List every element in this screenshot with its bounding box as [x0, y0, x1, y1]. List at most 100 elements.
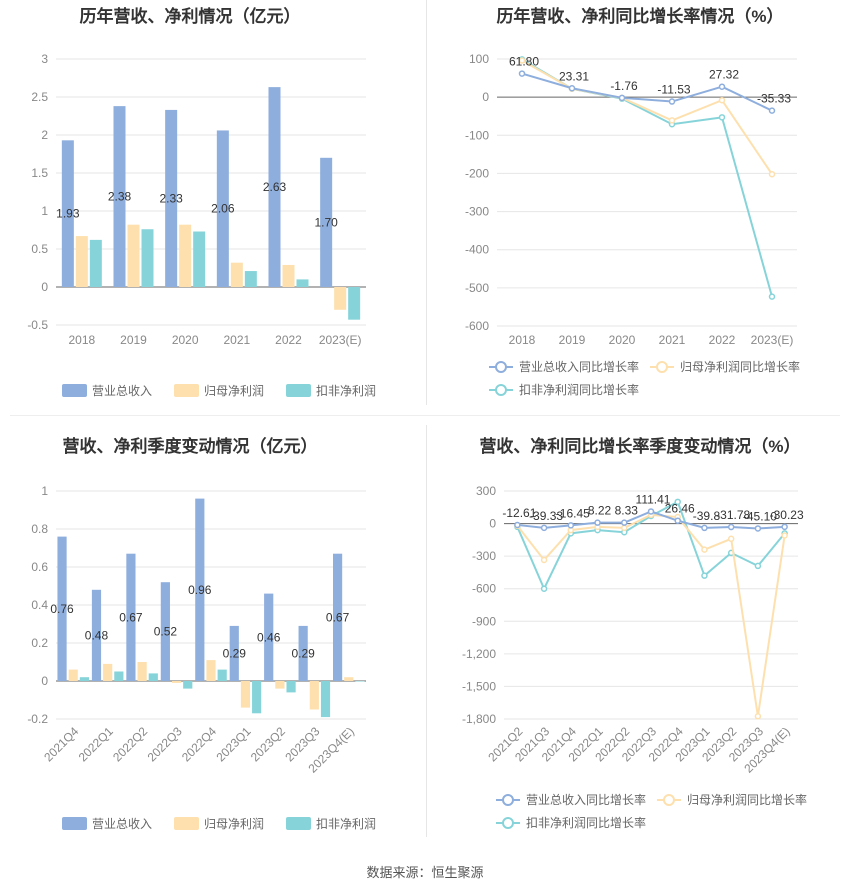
quarterly-bar-bar-2	[103, 663, 113, 681]
annual-bar-bar-3	[348, 287, 361, 320]
annual-line-legend-marker	[656, 361, 668, 373]
quarterly-line-legend-marker	[502, 817, 514, 829]
quarterly-line-data-label: -12.61	[502, 506, 536, 520]
quarterly-line-ytick-label: -300	[472, 549, 496, 563]
quarterly-line-legend-label: 营业总收入同比增长率	[526, 792, 646, 807]
annual-line-legend-label: 扣非净利润同比增长率	[519, 382, 639, 397]
annual-line-ytick-label: -300	[465, 205, 489, 219]
quarterly-line-ytick-label: 0	[489, 517, 496, 531]
quarterly-line-point-1	[540, 524, 548, 532]
annual-bar-xtick-label: 2021	[223, 333, 250, 347]
annual-line-xtick-label: 2022	[709, 333, 736, 347]
annual-line-data-label: -11.53	[657, 83, 690, 97]
quarterly-line-point-1	[621, 519, 628, 526]
annual-bar-bar-2	[334, 287, 347, 310]
quarterly-bar-legend-swatch	[286, 817, 311, 830]
quarterly-bar-data-label: 0.96	[188, 583, 212, 597]
quarterly-bar-legend-swatch	[174, 817, 199, 830]
quarterly-bar-bar-3	[355, 681, 365, 682]
quarterly-bar-bar-3	[79, 677, 89, 681]
quarterly-line-point-1	[727, 523, 735, 531]
quarterly-bar-bar-1	[57, 536, 67, 681]
annual-bar-xtick-label: 2022	[275, 333, 302, 347]
annual-line-data-label: -35.33	[757, 92, 791, 106]
annual-bar-data-label: 1.70	[314, 215, 338, 229]
quarterly-bar-ytick-label: 0.6	[31, 560, 48, 574]
annual-bar-legend-label: 归母净利润	[204, 384, 264, 398]
quarterly-bar-bar-2	[171, 681, 182, 683]
quarterly-bar-data-label: 0.67	[326, 610, 350, 624]
quarterly-bar-legend-label: 营业总收入	[92, 817, 152, 831]
annual-line-point-1	[568, 85, 576, 92]
quarterly-line-point-3	[701, 572, 708, 579]
annual-bar-title: 历年营收、净利情况（亿元）	[80, 6, 301, 26]
annual-bar-bar-1	[165, 109, 178, 287]
quarterly-bar-xtick-label: 2022Q1	[76, 724, 116, 764]
quarterly-bar-bar-1	[91, 589, 102, 681]
annual-line-data-label: -1.76	[610, 79, 638, 93]
quarterly-bar-data-label: 0.76	[50, 602, 74, 616]
quarterly-line-point-2	[621, 524, 628, 532]
annual-bar-legend-swatch	[174, 384, 199, 397]
quarterly-bar-bar-1	[298, 625, 308, 681]
quarterly-line-point-3	[540, 585, 548, 592]
annual-bar-xtick-label: 2018	[68, 333, 95, 347]
annual-bar-bar-1	[61, 140, 74, 287]
quarterly-line-ytick-label: 300	[476, 484, 496, 498]
quarterly-bar-xtick-label: 2022Q2	[110, 724, 150, 764]
quarterly-line-data-label: 26.46	[665, 502, 695, 516]
quarterly-bar-data-label: 0.29	[223, 646, 247, 660]
data-source: 数据来源：恒生聚源	[366, 865, 484, 880]
annual-line-point-2	[518, 57, 526, 64]
quarterly-bar-bar-3	[114, 671, 124, 681]
annual-line-ytick-label: -400	[465, 243, 489, 257]
annual-bar-legend-label: 营业总收入	[92, 384, 152, 398]
quarterly-bar-data-label: 0.46	[257, 630, 281, 644]
horizontal-divider	[10, 415, 840, 416]
annual-bar-bar-2	[75, 236, 88, 287]
quarterly-line-data-label: -39.8	[693, 509, 721, 523]
quarterly-line-point-2	[727, 535, 735, 543]
annual-bar-ytick-label: 0.5	[31, 242, 48, 256]
annual-line-legend-label: 营业总收入同比增长率	[519, 359, 639, 374]
annual-line-series-line-2	[521, 59, 773, 175]
quarterly-line-point-2	[754, 713, 762, 720]
quarterly-line-point-3	[674, 498, 681, 506]
quarterly-bar-bar-2	[275, 681, 285, 689]
quarterly-bar-ytick-label: -0.2	[27, 712, 48, 726]
annual-bar-bar-1	[268, 87, 281, 288]
annual-bar-legend-label: 扣非净利润	[316, 384, 376, 398]
annual-line-xtick-label: 2023(E)	[751, 333, 794, 347]
quarterly-bar-data-label: 0.67	[119, 610, 143, 624]
quarterly-bar-bar-3	[286, 681, 296, 693]
annual-bar-bar-2	[282, 264, 295, 287]
annual-line-point-2	[768, 170, 776, 178]
quarterly-bar-ytick-label: 0.2	[31, 636, 48, 650]
annual-line-legend-marker	[495, 361, 507, 373]
quarterly-bar-ytick-label: 1	[41, 484, 48, 498]
annual-bar-bar-1	[216, 130, 229, 287]
quarterly-line-legend-label: 扣非净利润同比增长率	[526, 815, 646, 830]
annual-line-ytick-label: -600	[465, 319, 489, 333]
quarterly-line-point-1	[674, 517, 681, 524]
quarterly-line-point-3	[754, 562, 762, 570]
annual-bar-bar-3	[244, 271, 257, 287]
annual-line-legend-label: 归母净利润同比增长率	[680, 359, 800, 374]
annual-bar-bar-3	[141, 229, 154, 287]
quarterly-bar-bar-2	[137, 662, 147, 681]
quarterly-bar-legend-label: 扣非净利润	[316, 817, 376, 831]
annual-bar-bar-1	[320, 157, 333, 287]
quarterly-bar-bar-1	[229, 625, 239, 681]
annual-line-ytick-label: -200	[465, 166, 489, 180]
annual-line-point-1	[668, 98, 676, 105]
quarterly-bar-bar-1	[333, 553, 343, 681]
annual-line-ytick-label: 0	[482, 90, 489, 104]
quarterly-bar-bar-3	[183, 681, 193, 689]
annual-line-ytick-label: -100	[465, 128, 489, 142]
quarterly-bar-bar-3	[252, 681, 262, 714]
annual-line-point-1	[518, 70, 526, 77]
annual-bar-data-label: 2.06	[211, 202, 235, 216]
quarterly-bar-bar-1	[264, 593, 274, 681]
quarterly-bar-data-label: 0.29	[291, 646, 315, 660]
quarterly-bar-bar-3	[217, 669, 227, 681]
